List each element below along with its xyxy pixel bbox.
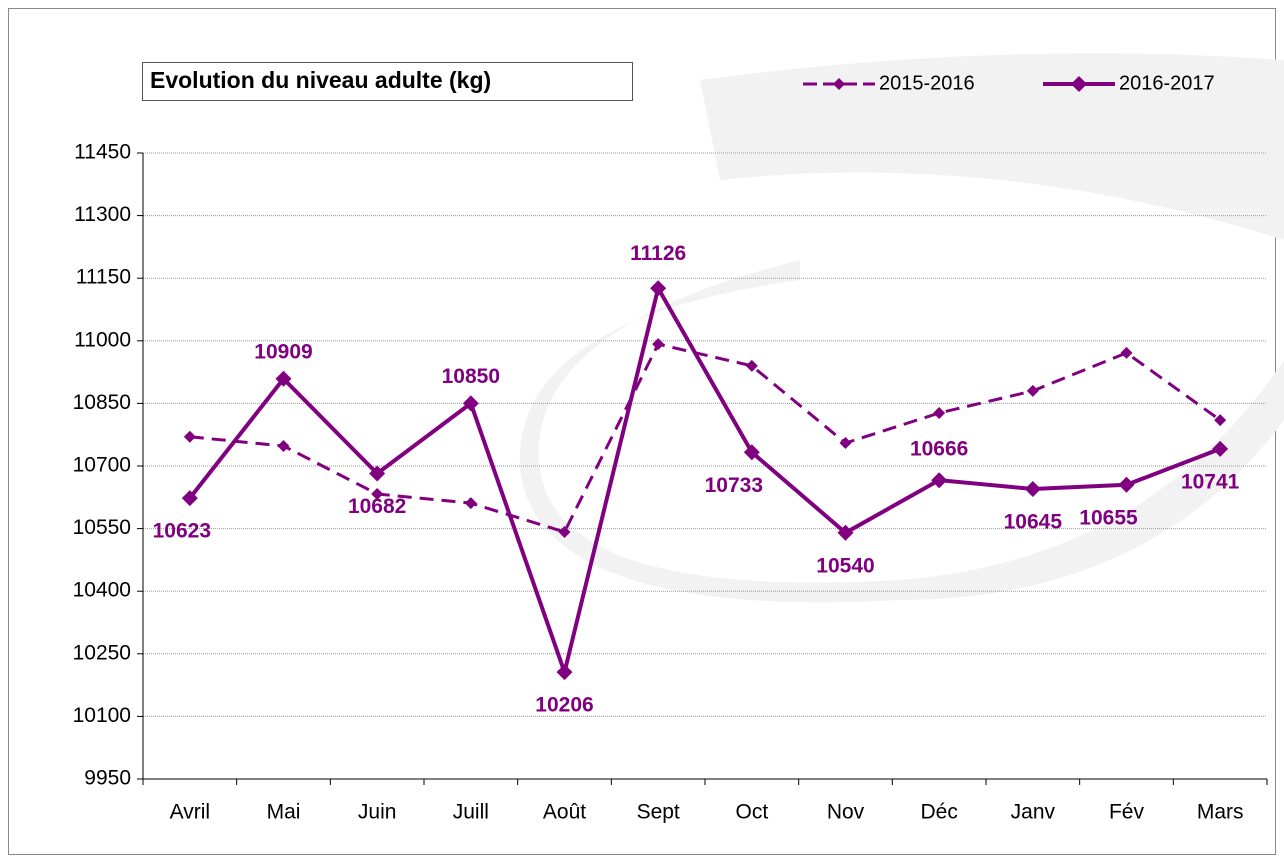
y-tick-label: 9950 — [84, 767, 131, 790]
data-label: 10733 — [705, 474, 763, 497]
series-line — [189, 342, 1222, 534]
y-tick-label: 10400 — [73, 579, 131, 602]
x-tick-label: Nov — [827, 801, 865, 824]
y-tick-label: 10700 — [73, 454, 131, 477]
x-tick-label: Oct — [735, 801, 768, 824]
marker — [1120, 346, 1133, 359]
x-tick-label: Déc — [920, 801, 957, 824]
legend-label: 2016-2017 — [1119, 72, 1215, 94]
y-tick-label: 10250 — [73, 641, 131, 664]
x-tick-label: Juill — [453, 801, 489, 824]
marker — [558, 525, 571, 538]
marker — [556, 664, 573, 681]
watermark — [700, 53, 1284, 241]
marker — [369, 465, 386, 482]
data-label: 10540 — [816, 554, 874, 577]
marker — [275, 370, 292, 387]
data-label: 10645 — [1004, 511, 1063, 534]
x-tick-label: Mai — [267, 801, 301, 824]
data-label: 10623 — [153, 520, 211, 543]
marker — [1212, 440, 1229, 457]
y-tick-label: 11000 — [74, 328, 131, 351]
data-label: 10206 — [535, 694, 593, 717]
marker — [837, 524, 854, 541]
x-tick-label: Sept — [637, 801, 680, 824]
marker — [652, 338, 665, 351]
legend-label: 2015-2016 — [879, 72, 975, 94]
legend-marker — [1071, 76, 1087, 92]
x-tick-label: Mars — [1197, 801, 1244, 824]
marker — [371, 487, 384, 500]
marker — [1026, 384, 1039, 397]
data-label: 10850 — [442, 365, 500, 388]
marker — [462, 395, 479, 412]
x-tick-label: Fév — [1109, 801, 1145, 824]
y-tick-label: 11300 — [74, 203, 131, 226]
marker — [839, 437, 852, 450]
marker — [183, 430, 196, 443]
marker — [650, 280, 667, 297]
title-box — [142, 62, 633, 101]
series-line — [188, 282, 1221, 680]
marker — [743, 444, 760, 461]
marker — [1024, 480, 1041, 497]
marker — [931, 472, 948, 489]
marker — [1118, 476, 1135, 493]
data-label: 10909 — [254, 340, 312, 363]
marker — [277, 439, 290, 452]
marker — [464, 497, 477, 510]
y-tick-label: 11450 — [74, 141, 131, 164]
legend-marker — [833, 78, 845, 90]
data-label: 10682 — [348, 495, 406, 518]
y-tick-label: 10850 — [73, 391, 131, 414]
y-tick-label: 10550 — [73, 516, 131, 539]
marker — [745, 359, 758, 372]
marker — [181, 490, 198, 507]
data-label: 10666 — [910, 438, 968, 461]
data-label: 10741 — [1181, 470, 1240, 493]
y-tick-label: 10100 — [73, 704, 131, 727]
x-tick-label: Août — [543, 801, 586, 824]
x-tick-label: Janv — [1011, 801, 1056, 824]
marker — [1214, 414, 1227, 427]
data-label: 11126 — [630, 242, 686, 265]
x-tick-label: Avril — [170, 801, 210, 824]
y-tick-label: 11150 — [76, 266, 131, 289]
chart-title: Evolution du niveau adulte (kg) — [150, 67, 491, 93]
marker — [933, 406, 946, 419]
x-tick-label: Juin — [358, 801, 397, 824]
data-label: 10655 — [1079, 506, 1138, 529]
